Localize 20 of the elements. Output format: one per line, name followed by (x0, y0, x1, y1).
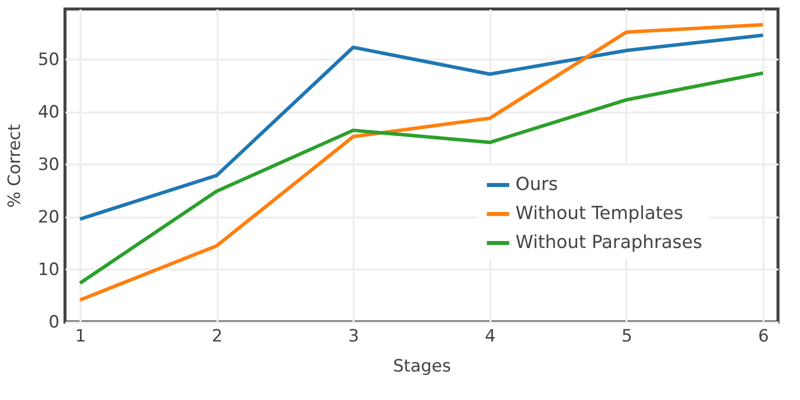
x-tick-label: 1 (75, 326, 86, 346)
x-tick-label: 6 (758, 326, 769, 346)
line-series (78, 23, 765, 302)
x-tick-label: 2 (212, 326, 223, 346)
line-series (78, 71, 765, 285)
y-tick-label: 10 (38, 260, 60, 280)
y-axis-title: % Correct (4, 124, 25, 208)
y-tick-label: 50 (38, 50, 60, 70)
x-tick-label: 4 (484, 326, 496, 346)
legend-label: Ours (516, 174, 558, 195)
x-axis-title: Stages (393, 356, 452, 376)
y-tick-label: 20 (38, 207, 60, 228)
y-tick-label: 30 (38, 154, 60, 175)
legend-label: Without Paraphrases (516, 232, 702, 253)
x-tick-label: 3 (348, 326, 360, 346)
y-tick-label: 40 (38, 102, 60, 122)
line-series (78, 34, 765, 221)
y-tick-label: 0 (48, 312, 60, 332)
x-tick-label: 5 (621, 326, 632, 346)
legend-label: Without Templates (516, 203, 684, 224)
